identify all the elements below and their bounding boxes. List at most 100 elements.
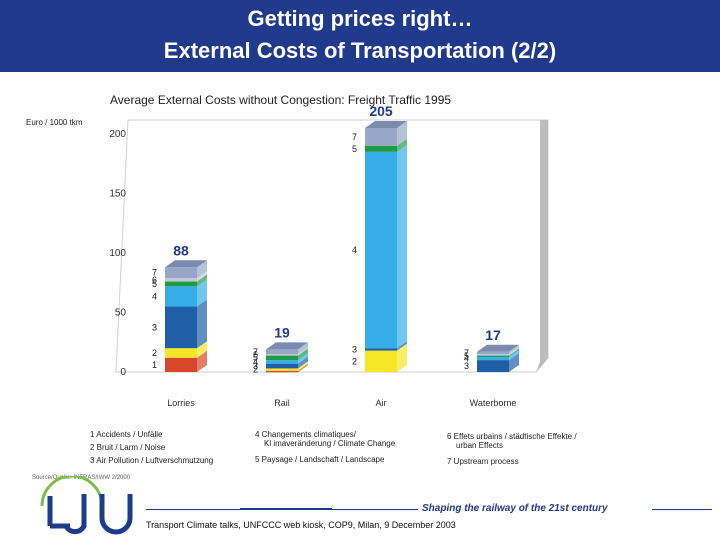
bar-total-label: 17: [485, 327, 501, 343]
bar-side-4: [197, 279, 207, 307]
slide-header: Getting prices right… External Costs of …: [0, 0, 720, 72]
legend-item-7: 7 Upstream process: [447, 457, 519, 466]
bar-segment-6: [165, 277, 197, 282]
bar-segment-5: [365, 145, 397, 152]
segment-label-3: 3: [352, 344, 357, 354]
legend-item-5: 5 Paysage / Landschaft / Landscape: [255, 455, 385, 464]
bar-side-7: [197, 260, 207, 278]
segment-label-4: 4: [152, 291, 157, 301]
bar-segment-4: [165, 286, 197, 307]
segment-label-3: 3: [253, 361, 258, 371]
legend-col1: 1 Accidents / Unfälle 2 Bruit / Larm / N…: [90, 430, 213, 465]
bar-side-6: [298, 347, 308, 356]
legend-item-6-cont: urban Effects: [456, 441, 503, 450]
segment-label-7: 7: [152, 268, 157, 278]
bar-total-label: 88: [173, 242, 189, 258]
slide-title-line2: External Costs of Transportation (2/2): [163, 38, 557, 63]
bar-total-label: 19: [274, 324, 290, 340]
bar-side-4: [509, 349, 519, 361]
legend-item-6: 6 Effets urbains / städtische Effekte /: [447, 432, 577, 441]
bar-segment-6: [266, 354, 298, 356]
bar-segment-1: [165, 357, 197, 372]
bar-total-label: 205: [369, 103, 393, 119]
bar-side-4: [298, 353, 308, 364]
bar-segment-5: [477, 355, 509, 357]
footer-rule-accent: [240, 508, 332, 510]
x-category-label: Air: [376, 398, 387, 408]
bar-segment-2: [266, 368, 298, 371]
bar-segment-4: [477, 356, 509, 361]
legend-item-2: 2 Bruit / Larm / Noise: [90, 443, 166, 452]
y-axis-label: Euro / 1000 tkm: [26, 118, 83, 127]
segment-label-5: 5: [464, 351, 469, 361]
chart-title: Average External Costs without Congestio…: [110, 93, 451, 107]
bar-side-2: [197, 341, 207, 358]
segment-label-7: 7: [253, 347, 258, 357]
bar-side-7: [397, 121, 407, 146]
bar-segment-7: [365, 128, 397, 146]
bar-side-1: [298, 363, 308, 373]
y-tick-label: 50: [115, 307, 127, 318]
bar-side-3: [298, 356, 308, 369]
bar-segment-7: [165, 267, 197, 278]
segment-label-4: 4: [464, 353, 469, 363]
y-tick-label: 100: [109, 248, 126, 259]
segment-label-2: 2: [253, 365, 258, 375]
segment-label-1: 1: [152, 360, 157, 370]
bar-side-4: [397, 144, 407, 349]
bar-side-2: [397, 343, 407, 372]
bar-side-6: [197, 270, 207, 282]
segment-label-5: 5: [152, 279, 157, 289]
bar-side-5: [509, 348, 519, 357]
freight-cost-chart: Average External Costs without Congestio…: [26, 93, 549, 408]
segment-label-2: 2: [352, 356, 357, 366]
bar-segment-4: [266, 360, 298, 364]
bar-segment-2: [365, 350, 397, 372]
bar-top-cap: [477, 344, 519, 352]
legend-item-4-cont: Kl imaveränderung / Climate Change: [264, 439, 396, 448]
x-category-label: Rail: [274, 398, 290, 408]
segment-label-6: 6: [152, 275, 157, 285]
y-tick-label: 200: [109, 129, 126, 140]
bar-side-5: [397, 138, 407, 152]
plot-area: 050100150200123456788Lorries23456719Rail…: [109, 103, 549, 408]
segment-label-3: 3: [152, 322, 157, 332]
footer-tagline: Shaping the railway of the 21st century: [422, 503, 608, 514]
segment-label-7: 7: [464, 348, 469, 358]
bar-segment-3: [477, 360, 509, 372]
bar-side-6: [509, 347, 519, 356]
y-tick-label: 0: [120, 367, 126, 378]
bar-side-3: [397, 341, 407, 351]
bar-top-cap: [266, 342, 308, 350]
segment-label-5: 5: [253, 353, 258, 363]
bar-segment-7: [477, 351, 509, 355]
bar-segment-3: [165, 306, 197, 349]
bar-top-cap: [165, 260, 207, 268]
segment-label-4: 4: [253, 357, 258, 367]
bar-segment-5: [165, 281, 197, 287]
footer-note: Transport Climate talks, UNFCCC web kios…: [146, 520, 456, 530]
bar-segment-5: [266, 355, 298, 361]
uic-logo: [40, 476, 133, 535]
y-tick-label: 150: [109, 188, 126, 199]
segment-label-2: 2: [152, 348, 157, 358]
bar-side-3: [509, 353, 519, 372]
x-category-label: Waterborne: [470, 398, 517, 408]
bar-segment-4: [365, 151, 397, 349]
segment-label-4: 4: [352, 245, 357, 255]
segment-label-6: 6: [253, 350, 258, 360]
bar-segment-3: [266, 363, 298, 369]
x-category-label: Lorries: [167, 398, 195, 408]
segment-label-5: 5: [352, 144, 357, 154]
bar-segment-2: [165, 348, 197, 358]
bar-side-1: [197, 350, 207, 372]
footer-rule-right: [652, 509, 712, 510]
legend-col2: 4 Changements climatiques/ Kl imaverände…: [255, 430, 395, 464]
segment-label-7: 7: [352, 132, 357, 142]
legend-item-4: 4 Changements climatiques/: [255, 430, 356, 439]
bar-side-5: [197, 274, 207, 287]
bar-segment-7: [266, 349, 298, 355]
bar-side-3: [197, 299, 207, 349]
segment-label-3: 3: [464, 361, 469, 371]
bar-side-7: [298, 342, 308, 355]
